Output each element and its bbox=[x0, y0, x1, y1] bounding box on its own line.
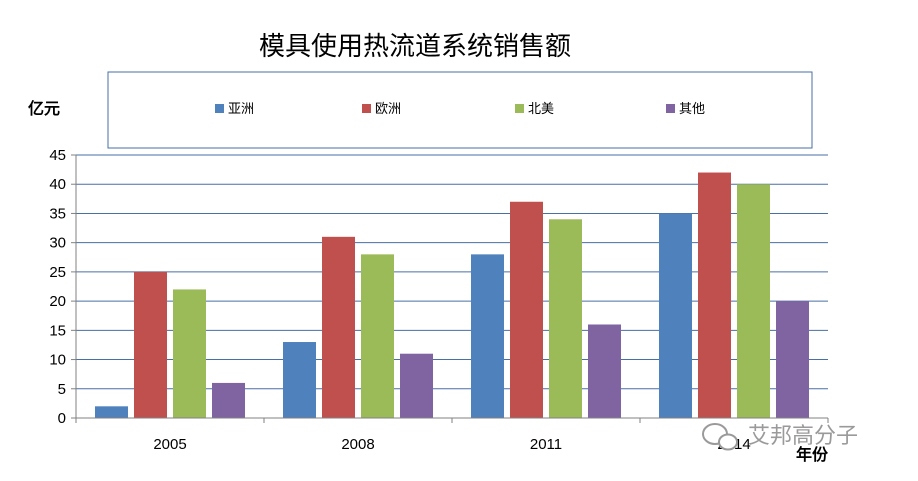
y-tick-label: 0 bbox=[58, 410, 66, 427]
y-tick-label: 15 bbox=[49, 322, 66, 339]
bar-2014-其他 bbox=[776, 301, 809, 418]
legend-swatch-北美 bbox=[515, 104, 524, 113]
y-tick-label: 45 bbox=[49, 147, 66, 164]
bar-2014-北美 bbox=[737, 184, 770, 418]
legend-label: 欧洲 bbox=[375, 102, 401, 117]
bar-2011-亚洲 bbox=[471, 254, 504, 418]
legend-label: 北美 bbox=[528, 102, 554, 117]
wechat-icon bbox=[702, 423, 738, 451]
legend-box bbox=[107, 71, 813, 149]
bar-2011-欧洲 bbox=[510, 201, 543, 418]
y-tick-label: 25 bbox=[49, 264, 66, 281]
legend-swatch-亚洲 bbox=[215, 104, 224, 113]
legend-label: 其他 bbox=[679, 102, 705, 117]
bar-2005-欧洲 bbox=[134, 271, 167, 418]
legend: 亚洲 欧洲 北美 其他 bbox=[215, 102, 705, 117]
watermark: 艾邦高分子 bbox=[702, 423, 858, 451]
bar-2008-亚洲 bbox=[283, 342, 316, 418]
y-tick-label: 30 bbox=[49, 235, 66, 252]
y-axis-unit: 亿元 bbox=[28, 99, 60, 118]
bar-2008-欧洲 bbox=[322, 236, 355, 418]
x-tick-label: 2005 bbox=[153, 436, 186, 453]
y-tick-labels: 0 5 10 15 20 25 30 35 40 45 bbox=[49, 147, 66, 427]
x-tick-label: 2008 bbox=[341, 436, 374, 453]
bar-2014-欧洲 bbox=[698, 172, 731, 418]
bar-2014-亚洲 bbox=[659, 213, 692, 418]
x-tick-labels: 2005200820112014 bbox=[153, 436, 750, 453]
chart-title: 模具使用热流道系统销售额 bbox=[259, 32, 571, 62]
bar-2005-其他 bbox=[212, 382, 245, 418]
bar-2005-北美 bbox=[173, 289, 206, 418]
bar-2008-其他 bbox=[400, 353, 433, 418]
x-tick-label: 2011 bbox=[530, 436, 562, 453]
bar-2008-北美 bbox=[361, 254, 394, 418]
legend-label: 亚洲 bbox=[228, 102, 254, 117]
y-tick-label: 20 bbox=[49, 293, 66, 310]
axes bbox=[71, 154, 829, 423]
legend-swatch-其他 bbox=[666, 104, 675, 113]
bar-2011-北美 bbox=[549, 219, 582, 418]
watermark-text: 艾邦高分子 bbox=[748, 424, 858, 449]
bar-2005-亚洲 bbox=[95, 406, 128, 418]
y-tick-label: 40 bbox=[49, 176, 66, 193]
bar-2011-其他 bbox=[588, 324, 621, 418]
x-axis-unit: 年份 bbox=[796, 445, 829, 464]
bars bbox=[95, 172, 809, 418]
y-tick-label: 35 bbox=[49, 205, 66, 222]
y-tick-label: 10 bbox=[49, 352, 66, 369]
y-tick-label: 5 bbox=[58, 381, 66, 398]
legend-swatch-欧洲 bbox=[362, 104, 371, 113]
